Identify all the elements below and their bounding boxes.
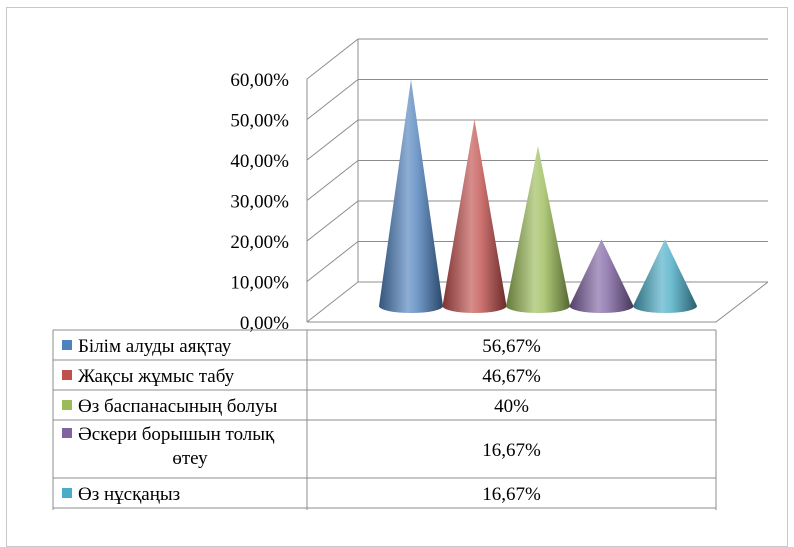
- side-gridline: [306, 200, 359, 242]
- cone-shape: [442, 119, 507, 313]
- data-value-label: 16,67%: [482, 484, 541, 505]
- side-gridline: [306, 241, 359, 282]
- cone-bar: [633, 239, 697, 313]
- y-tick-label: 50,00%: [230, 111, 289, 132]
- data-value-label: 56,67%: [482, 336, 541, 357]
- side-gridline: [306, 38, 359, 80]
- cone-bar: [442, 119, 507, 313]
- legend-key: [62, 370, 72, 380]
- legend-key: [62, 488, 72, 498]
- category-label: Жақсы жұмыс табу: [78, 366, 235, 387]
- y-tick-label: 60,00%: [230, 70, 289, 91]
- legend-key: [62, 340, 72, 350]
- cone-shape: [506, 146, 570, 313]
- cone-bar: [506, 146, 570, 313]
- cone-shape: [633, 239, 697, 313]
- category-label: Өз баспанасының болуы: [78, 396, 278, 417]
- data-value-label: 16,67%: [482, 440, 541, 461]
- y-tick-label: 0,00%: [240, 313, 289, 334]
- category-label: Өз нұсқаңыз: [78, 484, 180, 505]
- floor-edge: [307, 281, 769, 323]
- category-label: Білім алуды аяқтау: [78, 336, 232, 357]
- cone-bar: [379, 79, 443, 313]
- data-value-label: 40%: [494, 396, 529, 417]
- data-value-label: 46,67%: [482, 366, 541, 387]
- side-gridline: [306, 160, 359, 201]
- cone-bar: [569, 239, 634, 313]
- legend-key: [62, 400, 72, 410]
- side-gridline: [306, 281, 359, 323]
- cone-chart: 0,00% 10,00% 20,00% 30,00% 40,00% 50,00% 60,00…: [52, 38, 769, 510]
- y-tick-label: 30,00%: [230, 192, 289, 213]
- cone-shape: [379, 79, 443, 313]
- y-tick-label: 10,00%: [230, 273, 289, 294]
- legend-key: [62, 428, 72, 438]
- category-label: өтеу: [172, 448, 208, 469]
- category-label: Әскери борышын толық: [78, 424, 275, 445]
- side-gridline: [306, 79, 359, 120]
- cone-shape: [569, 239, 634, 313]
- y-tick-label: 40,00%: [230, 151, 289, 172]
- y-tick-label: 20,00%: [230, 232, 289, 253]
- side-gridline: [306, 119, 359, 161]
